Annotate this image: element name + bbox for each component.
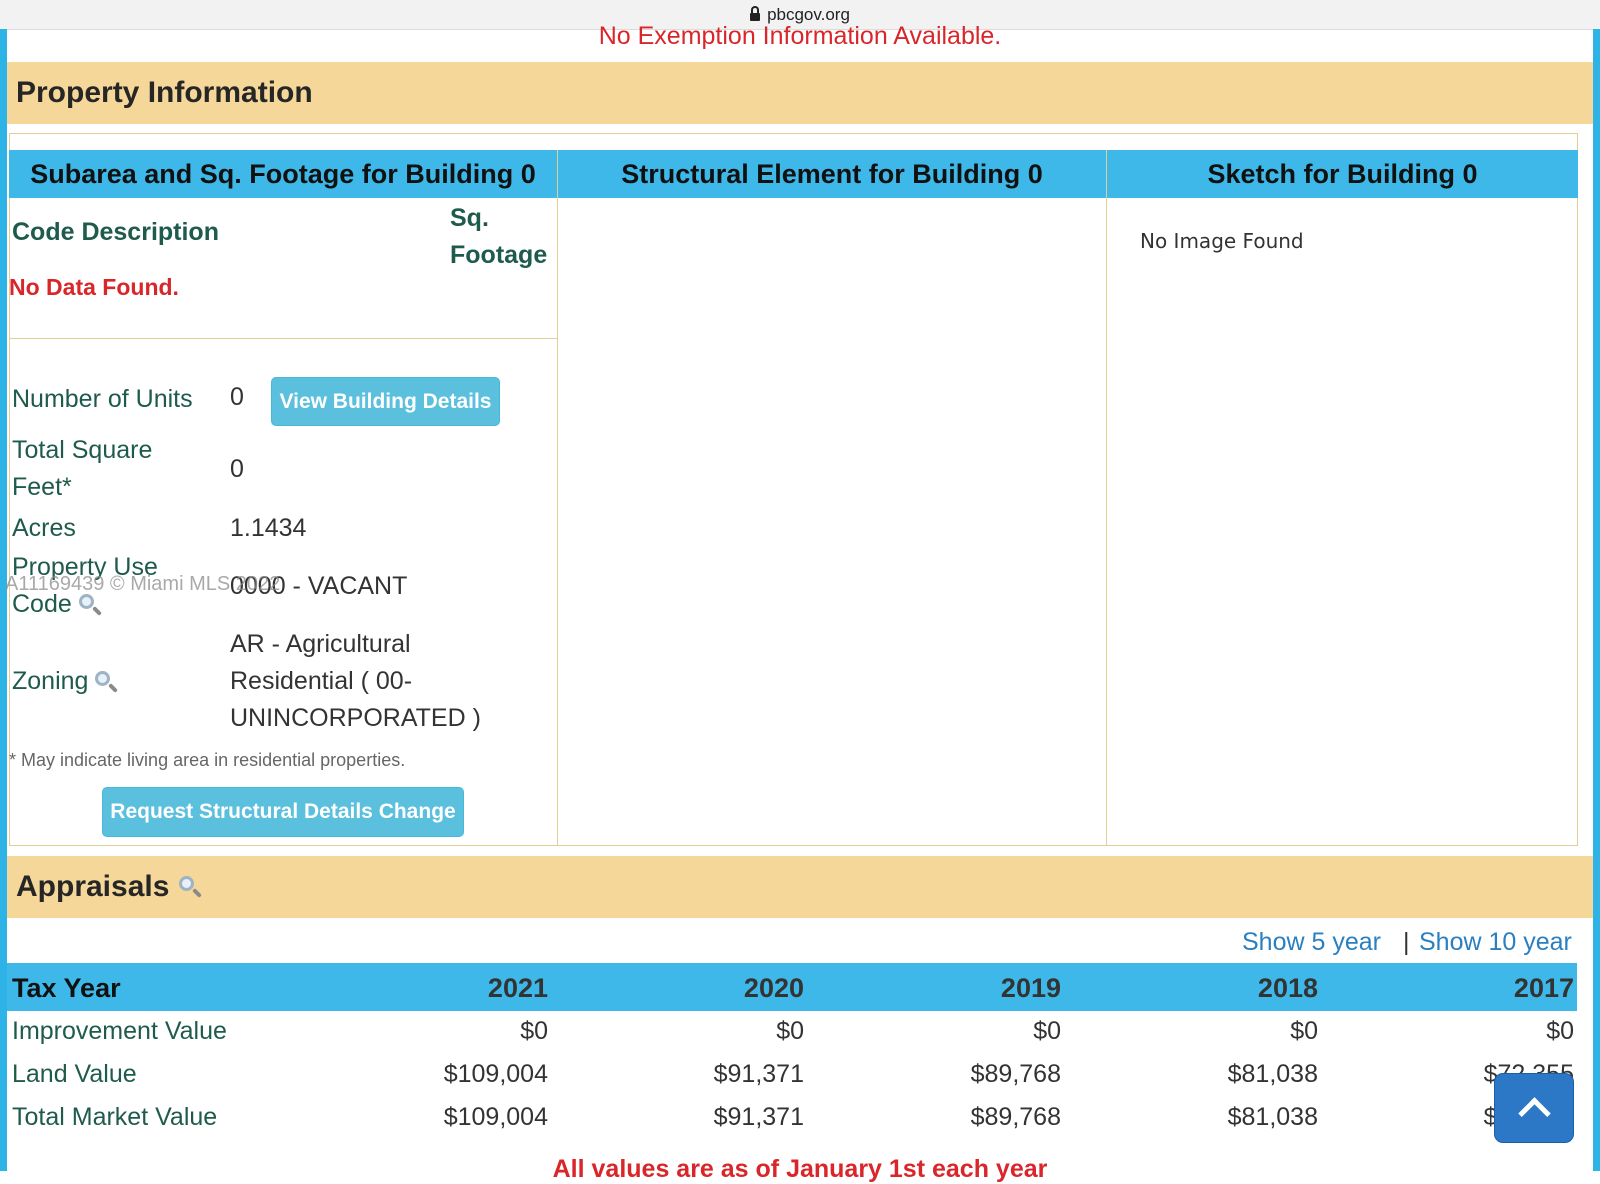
column-divider [557,150,558,846]
left-edge [0,29,7,1171]
total-square-value: 0 [230,455,244,483]
search-icon[interactable] [78,594,102,617]
table-cell: $81,038 [1227,1060,1318,1088]
scroll-to-top-button[interactable] [1494,1073,1574,1143]
year-header: 2019 [1000,973,1061,1003]
acres-label: Acres [12,514,76,542]
zoning-label-text: Zoning [12,667,89,695]
zoning-value-line3: UNINCORPORATED ) [230,704,481,732]
table-cell: $0 [1546,1017,1574,1045]
zoning-label: Zoning [12,663,119,700]
no-data-message: No Data Found. [9,274,179,300]
row-label-total-market-value: Total Market Value [12,1103,218,1131]
appraisals-header: Appraisals [7,856,1593,918]
structural-element-header: Structural Element for Building 0 [558,150,1106,198]
total-square-label-line1: Total Square [12,436,153,464]
table-cell: $0 [776,1017,804,1045]
table-cell: $89,768 [970,1060,1061,1088]
column-divider [1106,150,1107,846]
property-use-label-line1: Property Use [12,553,158,581]
mls-watermark: A11169439 © Miami MLS 2022 [5,573,281,595]
code-description-header: Code Description [12,218,219,246]
lock-icon [750,5,761,21]
address-bar[interactable]: pbcgov.org [0,0,1600,30]
url-text: pbcgov.org [767,4,850,24]
right-edge [1593,29,1600,1171]
appraisal-table-header [7,963,1577,1011]
row-label-land-value: Land Value [12,1060,137,1088]
table-cell: $81,038 [1227,1103,1318,1131]
show-10-year-link[interactable]: Show 10 year [1419,928,1572,956]
subarea-header: Subarea and Sq. Footage for Building 0 [9,150,557,198]
number-of-units-label: Number of Units [12,385,193,413]
number-of-units-value: 0 [230,383,244,411]
total-square-label-line2: Feet* [12,473,72,501]
sq-footage-header: Sq. Footage [450,200,547,274]
sketch-header: Sketch for Building 0 [1107,150,1578,198]
property-information-header: Property Information [7,62,1593,124]
chevron-up-icon [1517,1096,1551,1130]
search-icon[interactable] [179,876,203,898]
view-building-details-button[interactable]: View Building Details [271,377,500,426]
year-header: 2020 [743,973,804,1003]
row-label-improvement-value: Improvement Value [12,1017,227,1045]
table-cell: $0 [520,1017,548,1045]
acres-value: 1.1434 [230,514,307,542]
property-info-panel [9,133,1578,846]
table-cell: $0 [1290,1017,1318,1045]
table-cell: $89,768 [970,1103,1061,1131]
year-header: 2017 [1513,973,1574,1003]
table-cell: $109,004 [443,1060,548,1088]
table-cell: $109,004 [443,1103,548,1131]
footage-label: Footage [450,241,548,269]
table-cell: $0 [1033,1017,1061,1045]
exemption-message: No Exemption Information Available. [598,22,1002,50]
subarea-divider [9,338,557,339]
show-5-year-link[interactable]: Show 5 year [1242,928,1381,956]
link-separator: | [1403,928,1410,956]
property-use-label-text: Code [12,590,72,618]
table-cell: $91,371 [713,1103,804,1131]
values-footnote: All values are as of January 1st each ye… [552,1155,1048,1183]
sq-label: Sq. [450,204,489,232]
footnote: * May indicate living area in residentia… [9,750,406,770]
no-image-message: No Image Found [1140,229,1304,253]
tax-year-header: Tax Year [12,973,121,1003]
zoning-value-line1: AR - Agricultural [230,630,411,658]
appraisals-title: Appraisals [16,870,170,903]
zoning-value-line2: Residential ( 00- [230,667,413,695]
table-cell: $91,371 [713,1060,804,1088]
request-structural-details-change-button[interactable]: Request Structural Details Change [102,787,464,837]
year-header: 2021 [487,973,548,1003]
property-information-title: Property Information [16,76,313,109]
property-use-label-line2: Code [12,586,102,623]
year-header: 2018 [1257,973,1318,1003]
search-icon[interactable] [95,671,119,694]
property-use-value: 0000 - VACANT [230,572,408,600]
